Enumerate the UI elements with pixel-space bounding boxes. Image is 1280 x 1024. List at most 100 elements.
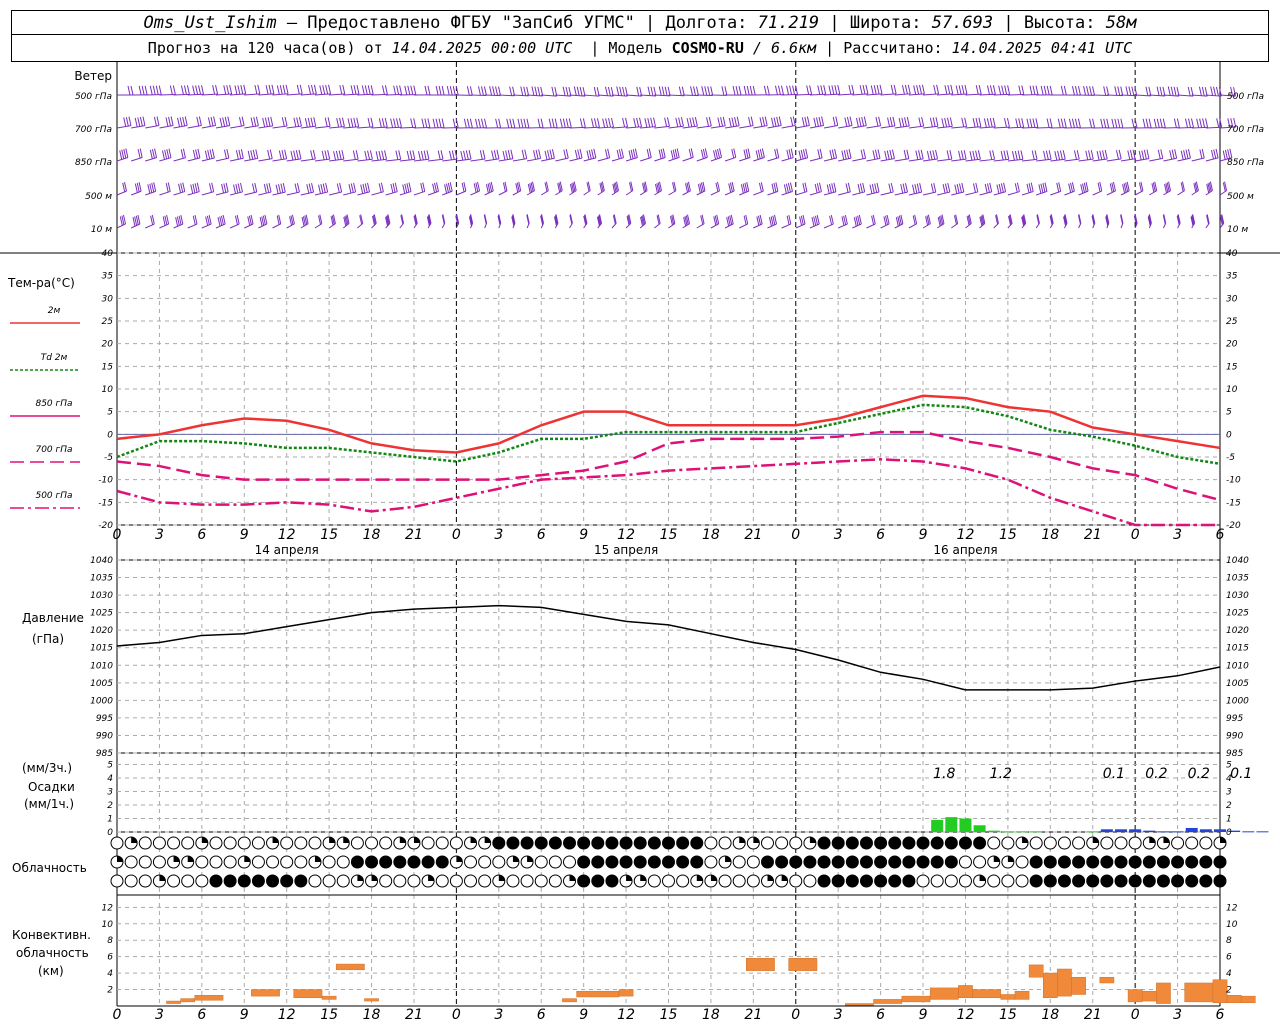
wind-barb-feather <box>483 215 487 225</box>
wind-barb-feather <box>898 215 902 225</box>
wind-barb-staff <box>357 93 374 96</box>
wind-barb-feather <box>1034 150 1038 160</box>
wind-barb-feather <box>305 214 309 224</box>
wind-barb-feather <box>972 150 976 161</box>
wind-barb-feather <box>150 215 154 225</box>
wind-barb-feather <box>913 85 917 95</box>
wind-barb-feather <box>546 150 550 160</box>
wind-barb-staff <box>866 93 883 96</box>
wind-barb-feather <box>802 183 806 193</box>
convective-bar <box>901 995 931 1003</box>
wind-barb-feather <box>1176 118 1180 128</box>
wind-barb-feather <box>1206 183 1210 194</box>
wind-barb-feather <box>887 117 891 127</box>
precip-bar <box>973 825 986 832</box>
wind-barb-staff <box>371 158 387 162</box>
cloud-symbols-layer <box>110 836 1227 888</box>
provider: – Предоставлено ФГБУ "ЗапСиб УГМС" <box>286 12 635 33</box>
cloud-symbol-part <box>470 837 477 843</box>
wind-barb-feather <box>643 182 647 192</box>
wind-barb-feather <box>859 183 863 193</box>
temp-ytick: 10 <box>102 385 114 395</box>
wind-barb-feather <box>266 183 270 193</box>
wind-barb-staff <box>484 94 501 97</box>
wind-barb-feather <box>291 214 295 224</box>
wind-barb-feather <box>434 182 438 193</box>
precip-ytick-right: 2 <box>1226 801 1232 811</box>
wind-barb-feather <box>196 116 200 127</box>
wind-barb-feather <box>168 148 172 158</box>
wind-barb-feather <box>1145 118 1149 128</box>
wind-level-label: 700 гПа <box>75 125 112 135</box>
wind-barb-feather <box>162 216 166 226</box>
wind-barb-feather <box>801 117 805 127</box>
x-tick: 6 <box>876 527 885 543</box>
wind-barb-feather <box>772 215 776 225</box>
wind-barb-staff <box>1064 158 1080 162</box>
wind-barb-staff <box>201 125 216 129</box>
wind-barb-feather <box>883 216 887 226</box>
wind-barb-feather <box>1015 118 1019 128</box>
press-ytick: 1040 <box>90 556 113 566</box>
wind-barb-feather <box>541 214 545 224</box>
cloud-symbol-part <box>343 837 350 843</box>
cloud-symbol <box>718 874 732 888</box>
wind-barb-staff <box>173 93 190 96</box>
wind-barb-feather <box>574 150 578 160</box>
precip-bar <box>1228 830 1241 832</box>
wind-barb-feather <box>180 149 184 159</box>
x-tick-bottom: 3 <box>1173 1007 1182 1023</box>
wind-barb-feather <box>1044 182 1048 192</box>
wind-barb-feather <box>362 183 366 194</box>
wind-barb-feather <box>167 182 171 192</box>
precip-bar <box>1001 831 1014 833</box>
wind-barb-feather <box>1181 181 1185 191</box>
wind-barb-feather <box>1220 215 1224 225</box>
wind-barb-feather <box>540 118 544 128</box>
x-tick: 9 <box>579 527 588 543</box>
wind-barb-feather <box>122 182 126 192</box>
wind-barb-feather <box>853 217 857 227</box>
wind-barb-staff <box>314 125 331 129</box>
temp-ytick: 25 <box>102 317 114 327</box>
wind-barb-feather <box>149 85 153 95</box>
wind-barb-staff <box>866 157 881 162</box>
wind-barb-feather <box>370 117 374 128</box>
wind-barb-feather <box>746 182 750 192</box>
cloud-symbol-part <box>1007 856 1014 862</box>
wind-barb-staff <box>498 158 513 162</box>
wind-barb-feather <box>892 116 896 126</box>
precip-annotation: 0.1 <box>1230 766 1252 782</box>
wind-barb-staff <box>993 126 1010 129</box>
wind-barb-feather <box>862 182 866 193</box>
convective-bar <box>845 1003 874 1006</box>
cloud-symbol-fill <box>1115 856 1128 868</box>
convective-bar <box>1057 968 1072 997</box>
temp-ytick-right: 40 <box>1226 249 1238 259</box>
wind-barb-feather <box>125 116 129 127</box>
wind-barb-staff <box>569 94 586 97</box>
wind-barb-feather <box>341 117 345 127</box>
wind-barb-staff <box>1106 158 1122 162</box>
wind-barb-feather <box>517 118 521 128</box>
wind-barb-feather <box>304 215 308 225</box>
wind-barb-feather <box>502 182 506 192</box>
wind-barb-feather <box>828 85 832 95</box>
wind-barb-feather <box>1060 85 1064 96</box>
precip-bar <box>931 819 944 832</box>
wind-barb-feather <box>455 215 459 226</box>
convective-bar <box>1014 990 1030 1000</box>
wind-barb-feather <box>512 215 516 225</box>
wind-barb-feather <box>427 215 431 226</box>
wind-barb-feather <box>1196 118 1200 128</box>
conv-ytick-right: 10 <box>1226 920 1238 930</box>
wind-barb-feather <box>721 86 725 96</box>
wind-barb-staff <box>1036 158 1052 162</box>
wind-barb-feather <box>610 117 614 128</box>
wind-barb-feather <box>327 149 331 160</box>
cloud-symbol <box>449 874 463 888</box>
wind-barb-feather <box>392 183 396 193</box>
wind-barb-feather <box>656 215 660 225</box>
wind-barb-feather <box>219 216 223 226</box>
wind-barb-feather <box>502 150 506 161</box>
